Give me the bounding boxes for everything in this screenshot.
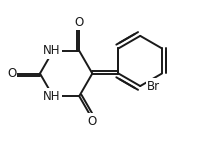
- Text: O: O: [88, 115, 97, 128]
- Text: Br: Br: [147, 80, 160, 93]
- Text: NH: NH: [43, 90, 61, 103]
- Text: O: O: [7, 67, 16, 80]
- Text: O: O: [75, 16, 84, 29]
- Text: NH: NH: [43, 44, 61, 57]
